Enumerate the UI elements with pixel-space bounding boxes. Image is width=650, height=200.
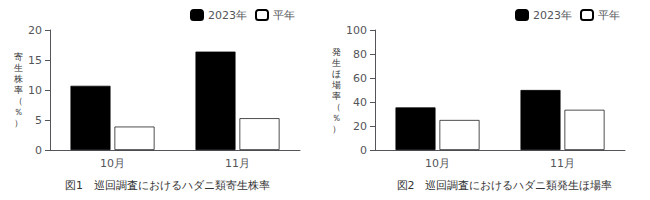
svg-text:図1 巡回調査におけるハダニ類寄生株率: 図1 巡回調査におけるハダニ類寄生株率 xyxy=(65,179,270,192)
svg-text:発: 発 xyxy=(332,47,341,57)
svg-text:ほ: ほ xyxy=(332,69,341,79)
svg-text:10月: 10月 xyxy=(100,157,125,170)
svg-text:40: 40 xyxy=(353,96,367,109)
svg-text:）: ） xyxy=(332,124,341,134)
svg-text:率: 率 xyxy=(14,85,23,95)
svg-text:15: 15 xyxy=(28,54,42,67)
svg-text:平年: 平年 xyxy=(273,9,295,22)
svg-text:株: 株 xyxy=(13,74,23,84)
svg-text:100: 100 xyxy=(346,24,367,37)
svg-text:）: ） xyxy=(14,118,23,128)
svg-text:（: （ xyxy=(14,96,23,106)
svg-text:0: 0 xyxy=(360,144,367,157)
svg-text:図2 巡回調査におけるハダニ類発生ほ場率: 図2 巡回調査におけるハダニ類発生ほ場率 xyxy=(397,179,613,192)
svg-text:生: 生 xyxy=(14,63,23,73)
svg-text:平年: 平年 xyxy=(598,9,620,22)
svg-text:2023年: 2023年 xyxy=(208,9,247,22)
svg-text:％: ％ xyxy=(332,113,341,123)
svg-text:10: 10 xyxy=(28,84,42,97)
svg-text:11月: 11月 xyxy=(550,157,575,170)
svg-text:％: ％ xyxy=(14,107,23,117)
svg-text:率: 率 xyxy=(332,91,341,101)
svg-text:生: 生 xyxy=(332,58,341,68)
svg-text:場: 場 xyxy=(331,80,341,90)
svg-text:80: 80 xyxy=(353,48,367,61)
svg-text:10月: 10月 xyxy=(425,157,450,170)
svg-text:11月: 11月 xyxy=(225,157,250,170)
svg-text:0: 0 xyxy=(35,144,42,157)
svg-text:20: 20 xyxy=(28,24,42,37)
svg-text:（: （ xyxy=(332,102,341,112)
svg-text:60: 60 xyxy=(353,72,367,85)
svg-text:20: 20 xyxy=(353,120,367,133)
svg-text:寄: 寄 xyxy=(14,52,23,62)
svg-text:5: 5 xyxy=(35,114,42,127)
svg-text:2023年: 2023年 xyxy=(533,9,572,22)
